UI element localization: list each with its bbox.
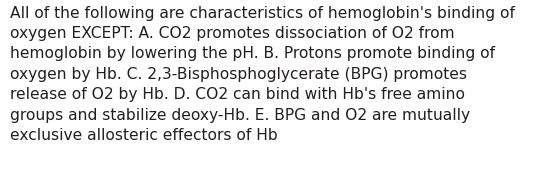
Text: All of the following are characteristics of hemoglobin's binding of
oxygen EXCEP: All of the following are characteristics… <box>10 6 515 143</box>
